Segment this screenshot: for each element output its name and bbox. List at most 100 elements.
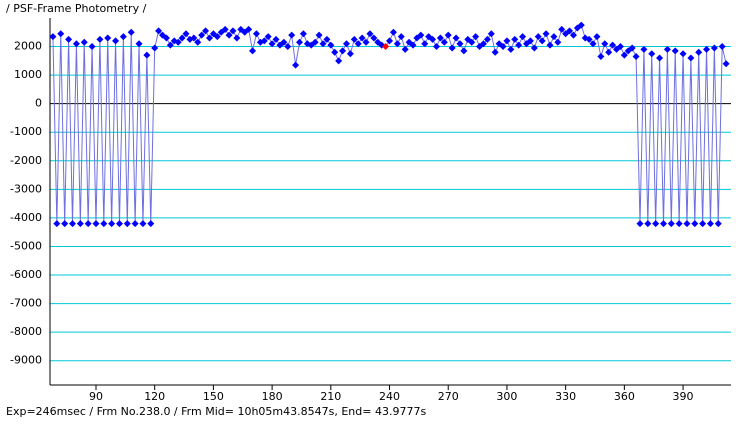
data-point xyxy=(491,48,499,56)
data-point xyxy=(174,38,182,46)
data-point xyxy=(366,30,374,38)
y-tick-label: -2000 xyxy=(10,154,42,167)
data-point xyxy=(382,43,390,51)
data-point xyxy=(350,35,358,43)
data-point xyxy=(182,30,190,38)
x-tick-label: 240 xyxy=(379,390,400,403)
data-point xyxy=(319,40,327,48)
data-point xyxy=(468,38,476,46)
data-point xyxy=(550,33,558,41)
data-point xyxy=(695,48,703,56)
data-point xyxy=(710,44,718,52)
data-point xyxy=(249,47,257,55)
y-tick-label: -1000 xyxy=(10,125,42,138)
data-point xyxy=(452,34,460,42)
data-point xyxy=(691,220,699,228)
data-point xyxy=(671,47,679,55)
data-point xyxy=(616,43,624,51)
data-point xyxy=(605,48,613,56)
data-point xyxy=(147,220,155,228)
data-point xyxy=(409,41,417,49)
data-point xyxy=(703,45,711,53)
data-point xyxy=(221,25,229,33)
data-point xyxy=(628,44,636,52)
data-point xyxy=(346,50,354,58)
data-point xyxy=(393,40,401,48)
data-point xyxy=(76,220,84,228)
data-point xyxy=(648,50,656,58)
data-point xyxy=(272,35,280,43)
data-point xyxy=(92,220,100,228)
data-point xyxy=(190,34,198,42)
data-point xyxy=(57,30,65,38)
data-point xyxy=(530,44,538,52)
data-point xyxy=(96,35,104,43)
data-point xyxy=(127,28,135,36)
data-point xyxy=(503,37,511,45)
data-point xyxy=(472,33,480,41)
data-point xyxy=(166,41,174,49)
data-point xyxy=(233,34,241,42)
data-point xyxy=(194,38,202,46)
data-point xyxy=(389,28,397,36)
data-point xyxy=(123,220,131,228)
data-point xyxy=(61,220,69,228)
data-point xyxy=(675,220,683,228)
y-tick-label: 1000 xyxy=(14,68,42,81)
data-point xyxy=(119,33,127,41)
data-point xyxy=(546,41,554,49)
y-tick-label: -5000 xyxy=(10,239,42,252)
data-point xyxy=(609,41,617,49)
footer: Exp=246msec / Frm No.238.0 / Frm Mid= 10… xyxy=(6,405,426,418)
y-tick-label: -7000 xyxy=(10,297,42,310)
data-point xyxy=(593,33,601,41)
data-point xyxy=(292,61,300,69)
data-point xyxy=(370,34,378,42)
data-point xyxy=(284,43,292,51)
data-point xyxy=(585,35,593,43)
data-point xyxy=(327,41,335,49)
data-point xyxy=(667,220,675,228)
data-point xyxy=(640,45,648,53)
data-point xyxy=(699,220,707,228)
data-point xyxy=(72,40,80,48)
data-point xyxy=(683,220,691,228)
data-point xyxy=(299,30,307,38)
data-point xyxy=(386,37,394,45)
x-tick-label: 360 xyxy=(614,390,635,403)
data-point xyxy=(252,30,260,38)
x-tick-label: 120 xyxy=(144,390,165,403)
x-tick-label: 300 xyxy=(496,390,517,403)
data-point xyxy=(213,33,221,41)
data-point xyxy=(229,27,237,35)
data-point xyxy=(260,37,268,45)
data-point xyxy=(526,37,534,45)
chart-title: / PSF-Frame Photometry / xyxy=(6,2,147,15)
data-point xyxy=(706,220,714,228)
data-point xyxy=(178,34,186,42)
data-point xyxy=(538,37,546,45)
data-point xyxy=(601,40,609,48)
data-point xyxy=(339,47,347,55)
y-tick-label: -9000 xyxy=(10,354,42,367)
y-tick-label: -8000 xyxy=(10,325,42,338)
y-tick-label: -3000 xyxy=(10,182,42,195)
data-point xyxy=(417,31,425,39)
data-point xyxy=(245,25,253,33)
data-point xyxy=(342,40,350,48)
x-tick-label: 330 xyxy=(555,390,576,403)
data-point xyxy=(53,220,61,228)
data-point xyxy=(460,47,468,55)
data-point xyxy=(100,220,108,228)
data-point xyxy=(636,220,644,228)
x-tick-label: 390 xyxy=(673,390,694,403)
data-point xyxy=(162,34,170,42)
data-point xyxy=(456,40,464,48)
data-point xyxy=(288,31,296,39)
y-tick-label: -6000 xyxy=(10,268,42,281)
data-point xyxy=(679,50,687,58)
data-point xyxy=(151,44,159,52)
data-point xyxy=(632,53,640,61)
data-point xyxy=(315,31,323,39)
data-point xyxy=(656,54,664,62)
